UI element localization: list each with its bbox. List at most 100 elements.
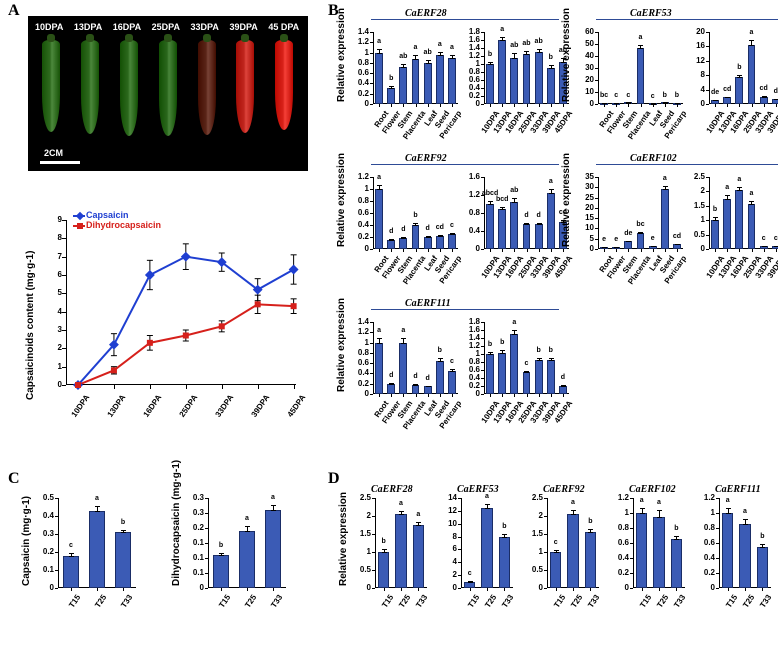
sig-label: ab bbox=[522, 40, 530, 47]
y-tick: 1.6 bbox=[462, 172, 480, 181]
bar bbox=[387, 240, 395, 249]
sig-label: a bbox=[737, 176, 741, 183]
y-tick: 0.4 bbox=[697, 553, 715, 562]
y-tick: 6 bbox=[439, 544, 457, 553]
y-tick: 0.2 bbox=[186, 523, 204, 532]
sig-label: b bbox=[389, 75, 393, 82]
scale-label: 2CM bbox=[44, 148, 63, 158]
y-tick: 0 bbox=[353, 583, 371, 592]
sig-label: d bbox=[389, 372, 393, 379]
bar bbox=[265, 510, 282, 588]
y-axis-label: Relative expression bbox=[561, 8, 572, 102]
y-tick: 2.5 bbox=[687, 172, 705, 181]
sig-label: b bbox=[674, 525, 678, 532]
y-tick: 1.2 bbox=[351, 37, 369, 46]
y-tick: 0.6 bbox=[351, 208, 369, 217]
sig-label: b bbox=[500, 339, 504, 346]
sig-label: b bbox=[438, 347, 442, 354]
y-tick: 50 bbox=[576, 39, 594, 48]
bar bbox=[399, 343, 407, 394]
y-tick: 2 bbox=[525, 511, 543, 520]
photo-stage-label: 10DPA bbox=[35, 22, 63, 32]
bar bbox=[735, 77, 743, 104]
sig-label: c bbox=[651, 93, 655, 100]
y-tick: 0.8 bbox=[611, 523, 629, 532]
bar bbox=[510, 334, 518, 394]
sig-label: b bbox=[488, 341, 492, 348]
bar bbox=[711, 220, 719, 249]
x-tick: T15 bbox=[204, 593, 232, 628]
sig-label: c bbox=[614, 92, 618, 99]
y-tick: 0 bbox=[36, 583, 54, 592]
y-tick: 0.4 bbox=[351, 78, 369, 87]
panelB-grid: CaERF2800.20.40.60.811.21.4aRootbFlowera… bbox=[345, 6, 775, 466]
bar-chart bbox=[373, 322, 458, 394]
sig-label: b bbox=[219, 542, 223, 549]
bar bbox=[486, 354, 494, 394]
sig-label: e bbox=[602, 236, 606, 243]
sig-label: a bbox=[399, 500, 403, 507]
y-tick: 1.5 bbox=[687, 201, 705, 210]
y-tick: 10 bbox=[576, 87, 594, 96]
pepper-img bbox=[120, 40, 138, 136]
y-tick: 2 bbox=[439, 570, 457, 579]
y-tick: 35 bbox=[576, 172, 594, 181]
bar bbox=[535, 360, 543, 394]
y-tick: 0.1 bbox=[186, 568, 204, 577]
y-tick: 1.6 bbox=[462, 35, 480, 44]
y-tick: 0.8 bbox=[351, 196, 369, 205]
panelD-grid: 00.511.522.5bT15aT25aT33Relative express… bbox=[345, 480, 775, 648]
bar bbox=[375, 189, 383, 249]
y-tick: 0.8 bbox=[462, 67, 480, 76]
bar bbox=[413, 525, 424, 588]
photo-stage-label: 16DPA bbox=[113, 22, 141, 32]
y-tick: 0 bbox=[576, 244, 594, 253]
sig-label: b bbox=[760, 533, 764, 540]
y-tick: 0.5 bbox=[36, 493, 54, 502]
y-tick: 0.6 bbox=[611, 538, 629, 547]
y-tick: 4 bbox=[687, 85, 705, 94]
pepper-img bbox=[198, 40, 216, 135]
y-tick: 30 bbox=[576, 182, 594, 191]
y-tick: 12 bbox=[439, 506, 457, 515]
photo-stage-label: 33DPA bbox=[191, 22, 219, 32]
y-tick: 0.2 bbox=[351, 379, 369, 388]
y-tick: 0.2 bbox=[462, 381, 480, 390]
bar bbox=[739, 524, 750, 588]
y-tick: 5 bbox=[576, 234, 594, 243]
gene-title: CaERF28 bbox=[405, 8, 447, 19]
y-tick: 1 bbox=[353, 547, 371, 556]
sig-label: a bbox=[245, 515, 249, 522]
y-tick: 0 bbox=[525, 583, 543, 592]
x-tick: T33 bbox=[106, 593, 134, 628]
sig-label: b bbox=[737, 64, 741, 71]
y-tick: 0.6 bbox=[351, 358, 369, 367]
bar bbox=[760, 97, 768, 104]
bar bbox=[375, 53, 383, 104]
y-tick: 0.4 bbox=[462, 226, 480, 235]
y-tick: 0.3 bbox=[186, 493, 204, 502]
y-tick: 0 bbox=[462, 99, 480, 108]
pepper-img bbox=[159, 40, 177, 136]
bar bbox=[550, 552, 561, 588]
sig-label: b bbox=[675, 92, 679, 99]
y-tick: 4 bbox=[439, 557, 457, 566]
x-tick: T33 bbox=[256, 593, 284, 628]
bar bbox=[661, 189, 669, 249]
y-tick: 60 bbox=[576, 27, 594, 36]
sig-label: b bbox=[663, 92, 667, 99]
sig-label: b bbox=[549, 347, 553, 354]
sig-label: a bbox=[377, 327, 381, 334]
sig-label: c bbox=[69, 542, 73, 549]
y-axis-label: Relative expression bbox=[336, 8, 347, 102]
sig-label: d bbox=[561, 374, 565, 381]
y-tick: 1.4 bbox=[462, 43, 480, 52]
bar-chart bbox=[709, 32, 778, 104]
y-tick: 1.2 bbox=[611, 493, 629, 502]
sig-label: a bbox=[549, 178, 553, 185]
bar bbox=[498, 353, 506, 394]
y-tick: 0.8 bbox=[351, 58, 369, 67]
bar bbox=[523, 224, 531, 249]
y-tick: 0 bbox=[351, 99, 369, 108]
sig-label: a bbox=[401, 327, 405, 334]
